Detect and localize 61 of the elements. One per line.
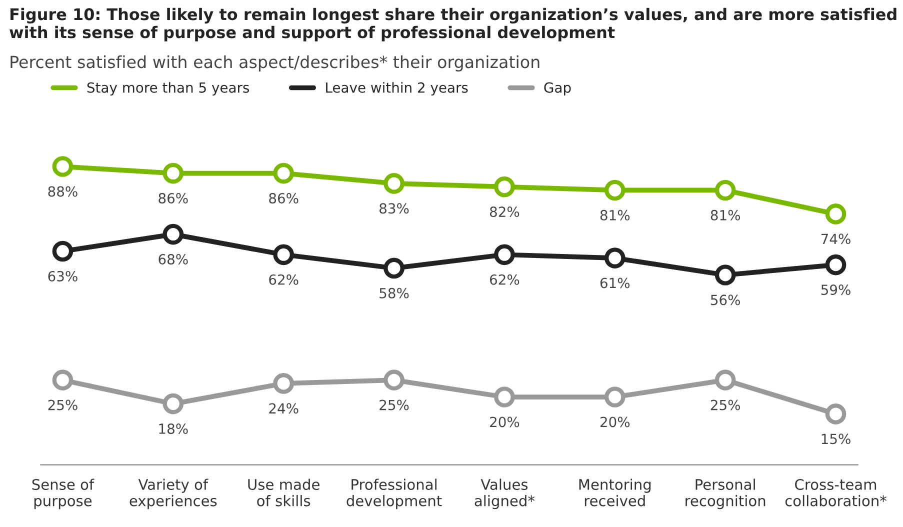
- point: [714, 370, 736, 390]
- x-tick-label: Personal recognition: [686, 478, 766, 510]
- point: [604, 180, 626, 201]
- x-tick-label: Variety of experiences: [130, 478, 217, 510]
- chart-subtitle: Percent satisfied with each aspect/describes* their organization: [10, 55, 540, 72]
- chart-title: Figure 10: Those likely to remain longest share their organization’s values, and are more satisfied with its sense of purpose and support of professional development: [10, 8, 896, 42]
- point: [384, 258, 404, 279]
- legend-label: Stay more than 5 years: [87, 82, 250, 96]
- x-tick-label: Professional development: [346, 478, 442, 510]
- legend-label: Leave within 2 years: [326, 82, 468, 96]
- point: [825, 254, 846, 276]
- point: [162, 162, 184, 184]
- x-tick-label: Mentoring received: [579, 478, 651, 506]
- point: [162, 224, 184, 245]
- data-label: 62%: [490, 274, 520, 285]
- data-label: 61%: [600, 278, 630, 288]
- point: [384, 173, 404, 194]
- data-label: 74%: [821, 234, 850, 244]
- data-label: 62%: [269, 274, 298, 285]
- data-label: 24%: [269, 403, 298, 414]
- x-tick-label: Values aligned*: [474, 478, 535, 510]
- legend-label: Gap: [544, 82, 571, 96]
- point: [273, 373, 294, 394]
- data-label: 86%: [158, 192, 188, 204]
- data-label: 81%: [600, 210, 630, 220]
- point: [52, 156, 74, 177]
- point: [52, 240, 74, 262]
- data-label: 20%: [600, 416, 630, 428]
- data-label: 56%: [710, 294, 740, 306]
- point: [273, 162, 294, 184]
- data-label: 18%: [159, 423, 188, 434]
- point: [604, 386, 626, 408]
- point: [162, 393, 184, 414]
- data-label: 83%: [380, 203, 409, 214]
- point: [825, 204, 846, 224]
- data-label: 25%: [710, 400, 740, 410]
- point: [714, 264, 736, 286]
- data-label: 68%: [158, 254, 188, 265]
- point: [604, 248, 626, 268]
- data-label: 25%: [48, 400, 78, 410]
- data-label: 82%: [490, 206, 520, 218]
- x-tick-label: Cross-team collaboration*: [785, 478, 886, 506]
- point: [273, 244, 294, 266]
- point: [494, 386, 515, 408]
- point: [714, 180, 736, 201]
- data-label: 81%: [710, 210, 740, 220]
- data-label: 25%: [380, 400, 409, 410]
- point: [52, 370, 74, 390]
- data-label: 15%: [822, 434, 850, 444]
- point: [384, 370, 404, 390]
- x-tick-label: Use made of skills: [248, 478, 320, 506]
- point: [825, 404, 846, 424]
- data-label: 63%: [48, 270, 78, 282]
- x-tick-label: Sense of purpose: [32, 478, 94, 510]
- point: [494, 176, 515, 198]
- data-label: 20%: [490, 416, 520, 428]
- data-label: 58%: [380, 288, 409, 298]
- point: [494, 244, 515, 266]
- data-label: 86%: [269, 192, 298, 204]
- data-label: 59%: [821, 284, 850, 296]
- data-label: 88%: [48, 186, 78, 197]
